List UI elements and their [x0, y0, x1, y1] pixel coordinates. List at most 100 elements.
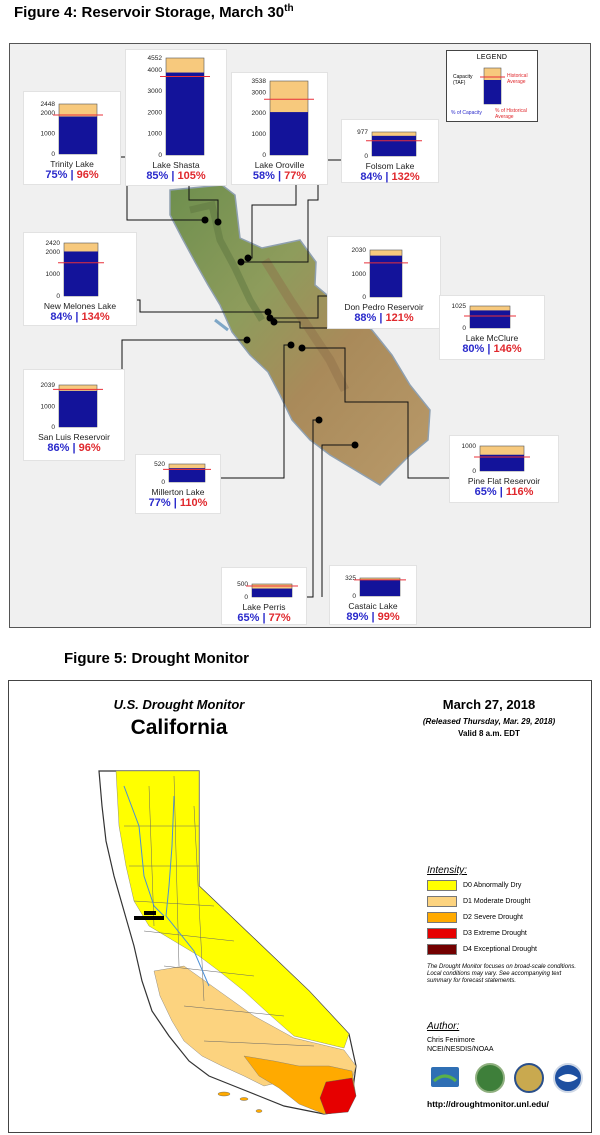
percent-separator: | [368, 611, 378, 623]
reservoir-chart-lake-perris: 500 0 [237, 581, 298, 601]
connector-lines [115, 156, 460, 598]
storage-bar [470, 310, 510, 328]
tick-label: 2000 [252, 110, 267, 117]
percent-of-historical: 134% [81, 311, 110, 323]
reservoir-name: Don Pedro Reservoir [344, 302, 424, 312]
tick-label: 2039 [41, 382, 56, 389]
percent-separator: | [67, 169, 77, 181]
percent-of-historical: 132% [391, 171, 420, 183]
reservoir-name: Lake Perris [242, 602, 286, 612]
percent-of-capacity: 58% [252, 170, 275, 182]
reservoir-chart-san-luis-reservoir: 2039 1000 0 [41, 382, 103, 431]
noaa-logo [553, 1063, 583, 1093]
reservoir-panel-pine-flat-reservoir: 1000 0 Pine Flat Reservoir 65% | 116% [450, 436, 558, 502]
percent-of-historical: 77% [284, 170, 307, 182]
reservoir-name: San Luis Reservoir [38, 432, 110, 442]
intensity-label: D3 Extreme Drought [463, 929, 527, 937]
tick-label: 2448 [41, 101, 56, 108]
percent-of-historical: 146% [493, 343, 522, 355]
percent-of-historical: 121% [385, 312, 414, 324]
percent-of-capacity: 65% [474, 486, 497, 498]
reservoir-percentages: 84% | 132% [342, 171, 438, 183]
reservoir-chart-new-melones-lake: 2420 2000 1000 0 [46, 240, 104, 300]
reservoir-panel-lake-mcclure: 1025 0 Lake McClure 80% | 146% [440, 296, 544, 359]
legend-pct-historical-label: % of Historical Average [495, 108, 527, 120]
intensity-swatch [427, 895, 457, 907]
drought-map [98, 770, 357, 1115]
tick-label: 2000 [46, 249, 61, 256]
percent-of-capacity: 77% [148, 497, 171, 509]
intensity-row: D4 Exceptional Drought [427, 943, 537, 955]
author-organization: NCEI/NESDIS/NOAA [427, 1046, 494, 1053]
percent-of-capacity: 84% [360, 171, 383, 183]
percent-separator: | [274, 170, 285, 182]
tick-label: 1000 [46, 271, 61, 278]
reservoir-name: Pine Flat Reservoir [467, 476, 541, 486]
tick-label: 0 [262, 152, 266, 159]
storage-bar [64, 251, 98, 296]
legend-title: LEGEND [476, 54, 508, 61]
reservoir-percentages: 88% | 121% [328, 312, 440, 324]
figure5-title: Figure 5: Drought Monitor [64, 650, 249, 667]
reservoir-chart-lake-oroville: 3538 3000 2000 1000 0 [252, 78, 314, 159]
tick-label: 2000 [148, 109, 163, 116]
percent-separator: | [170, 497, 180, 509]
author-title: Author: [427, 1021, 460, 1032]
percent-separator: | [382, 171, 392, 183]
tick-label: 0 [364, 153, 368, 160]
reservoir-chart-trinity-lake: 2448 2000 1000 0 [41, 101, 103, 158]
tick-label: 0 [352, 593, 356, 600]
usda-logo [431, 1067, 459, 1087]
drought-monitor-state: California [130, 716, 228, 739]
tick-label: 3000 [252, 89, 267, 96]
intensity-label: D0 Abnormally Dry [463, 881, 522, 889]
storage-bar [480, 454, 524, 471]
tick-label: 0 [56, 293, 60, 300]
drought-monitor-date: March 27, 2018 [442, 697, 536, 712]
tick-label: 0 [161, 479, 165, 486]
tick-label: 500 [237, 581, 248, 588]
reservoir-chart-pine-flat-reservoir: 1000 0 [462, 443, 530, 475]
reservoir-panel-new-melones-lake: 2420 2000 1000 0 New Melones Lake 84% | 134% [24, 233, 136, 325]
tick-label: 2420 [46, 240, 61, 247]
reservoir-name: Lake Shasta [152, 160, 200, 170]
reservoir-name: Folsom Lake [365, 161, 415, 171]
percent-of-historical: 116% [505, 486, 534, 498]
percent-of-historical: 110% [179, 497, 208, 509]
tick-label: 1000 [252, 131, 267, 138]
reservoir-percentages: 84% | 134% [24, 311, 136, 323]
percent-separator: | [72, 311, 82, 323]
tick-label: 1000 [148, 131, 163, 138]
tick-label: 0 [51, 151, 55, 158]
drought-monitor-release: (Released Thursday, Mar. 29, 2018) [422, 717, 556, 726]
california-landmass [169, 184, 431, 486]
reservoir-percentages: 58% | 77% [232, 170, 327, 182]
tick-label: 1000 [352, 271, 367, 278]
drought-monitor-valid: Valid 8 a.m. EDT [458, 729, 520, 738]
storage-bar [59, 390, 97, 427]
storage-bar [372, 135, 416, 156]
percent-of-historical: 96% [78, 442, 101, 454]
reservoir-panel-lake-perris: 500 0 Lake Perris 65% | 77% [222, 568, 306, 624]
drought-monitor-url[interactable]: http://droughtmonitor.unl.edu/ [427, 1099, 549, 1109]
percent-of-historical: 99% [377, 611, 400, 623]
tick-label: 977 [357, 129, 368, 136]
percent-of-capacity: 75% [45, 169, 68, 181]
california-relief-map [169, 184, 431, 486]
d3-extreme-drought-region [319, 1077, 357, 1115]
percent-separator: | [259, 612, 269, 624]
storage-bar [370, 255, 402, 297]
intensity-legend: D0 Abnormally Dry D1 Moderate Drought D2 S… [427, 879, 577, 955]
reservoir-name: Millerton Lake [151, 487, 205, 497]
legend-historical-label: Historical Average [507, 73, 528, 85]
tick-label: 3000 [148, 88, 163, 95]
intensity-row: D0 Abnormally Dry [427, 879, 521, 891]
intensity-swatch [427, 879, 457, 891]
figure4-title: Figure 4: Reservoir Storage, March 30th [14, 3, 294, 21]
percent-of-capacity: 84% [50, 311, 73, 323]
storage-bar [252, 588, 292, 597]
storage-bar [270, 112, 308, 155]
legend-sample-bar [480, 67, 505, 105]
reservoir-legend: LEGEND Capacity (TAF) Historical Average… [446, 50, 538, 122]
reservoir-percentages: 85% | 105% [126, 170, 226, 182]
